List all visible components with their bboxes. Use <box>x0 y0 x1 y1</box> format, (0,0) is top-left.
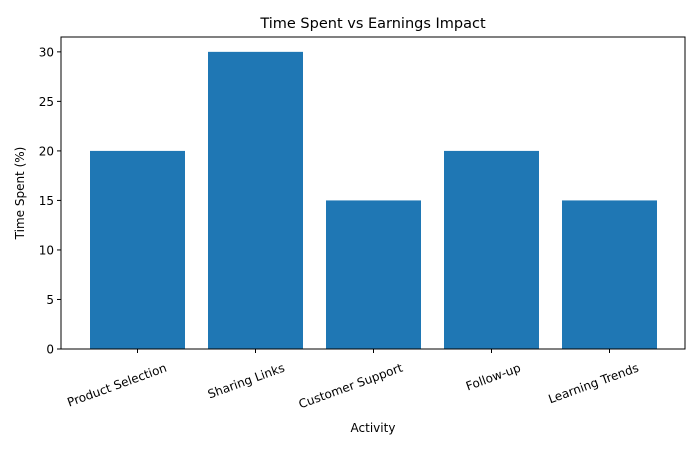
plot-frame <box>60 36 686 350</box>
y-tick-label: 30 <box>39 45 54 59</box>
bars-group <box>90 51 657 349</box>
y-tick-label: 15 <box>39 194 54 208</box>
y-tick-label: 10 <box>39 243 54 257</box>
x-axis-label: Activity <box>351 421 396 435</box>
x-tick-label: Follow-up <box>464 361 523 394</box>
bar <box>326 200 421 349</box>
bar <box>90 150 185 349</box>
y-axis: 0 5 10 15 20 25 30 <box>39 45 61 357</box>
x-tick-label: Product Selection <box>65 361 168 410</box>
y-tick-label: 20 <box>39 144 54 158</box>
chart-title: Time Spent vs Earnings Impact <box>259 16 486 32</box>
bar <box>562 200 657 349</box>
x-axis: Product Selection Sharing Links Customer S… <box>65 349 641 412</box>
y-tick-label: 25 <box>39 95 54 109</box>
y-axis-label: Time Spent (%) <box>13 147 27 241</box>
bar <box>444 150 539 349</box>
bar <box>208 51 303 349</box>
x-tick-label: Sharing Links <box>206 361 287 402</box>
x-tick-label: Customer Support <box>297 361 405 412</box>
y-tick-label: 5 <box>46 293 54 307</box>
x-tick-label: Learning Trends <box>546 361 640 407</box>
y-tick-label: 0 <box>46 343 54 357</box>
